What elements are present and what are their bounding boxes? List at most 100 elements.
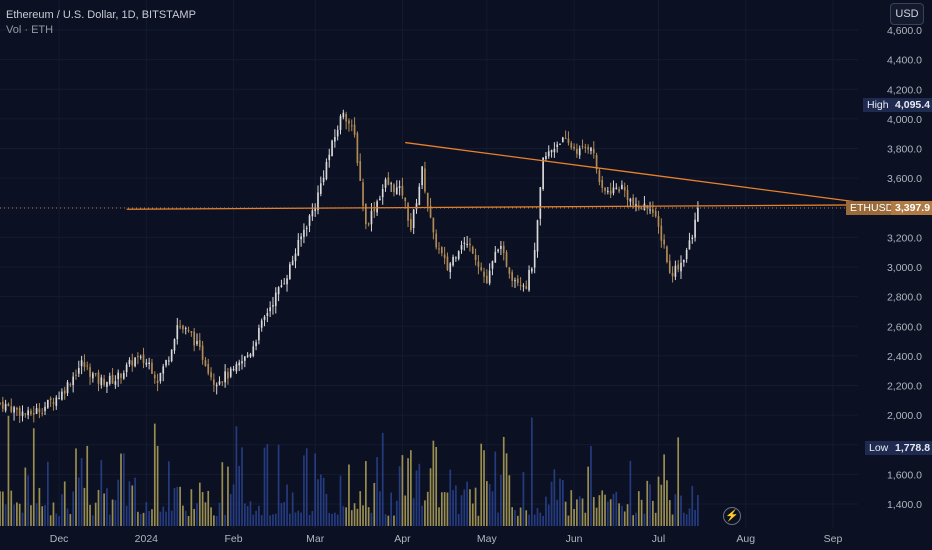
- volume-bar: [694, 509, 696, 526]
- x-tick-label: Jun: [566, 533, 583, 545]
- y-tick-label: 2,000.0: [887, 410, 922, 422]
- candle-body: [457, 251, 460, 259]
- volume-bar: [615, 491, 618, 526]
- candle-body: [215, 384, 218, 387]
- volume-bar: [190, 489, 193, 526]
- candle-body: [159, 372, 162, 382]
- volume-bar: [657, 476, 660, 526]
- volume-bar: [117, 479, 120, 526]
- x-tick-label: Sep: [824, 533, 843, 545]
- volume-bar: [325, 493, 328, 526]
- candle-body: [367, 223, 370, 225]
- candle-body: [142, 354, 145, 364]
- volume-bar: [44, 505, 46, 526]
- candle-body: [18, 407, 21, 416]
- candle-body: [328, 154, 331, 161]
- candle-body: [4, 403, 7, 411]
- candle-body: [232, 369, 235, 371]
- volume-bar: [500, 474, 502, 526]
- candle-body: [249, 354, 252, 357]
- candle-body: [531, 268, 533, 272]
- candle-body: [260, 320, 263, 328]
- volume-bar: [536, 508, 539, 526]
- y-tick-label: 4,000.0: [887, 114, 922, 126]
- candle-body: [170, 349, 173, 362]
- candle-body: [364, 203, 367, 225]
- volume-bar: [263, 447, 266, 526]
- currency-button[interactable]: USD: [890, 3, 924, 25]
- candle-body: [609, 190, 612, 195]
- candle-body: [376, 201, 378, 213]
- volume-bar: [266, 444, 269, 526]
- volume-bar: [151, 509, 153, 526]
- volume-bar: [528, 514, 530, 526]
- candle-body: [246, 355, 249, 357]
- candle-body: [393, 184, 395, 193]
- candle-body: [218, 381, 221, 385]
- candle-body: [286, 278, 288, 285]
- candle-body: [426, 192, 429, 207]
- candle-body: [94, 373, 97, 375]
- volume-bar: [463, 489, 466, 526]
- candle-body: [559, 143, 561, 145]
- volume-bar: [359, 491, 362, 526]
- candle-body: [395, 187, 398, 195]
- volume-bar: [305, 448, 308, 526]
- candle-body: [435, 233, 438, 248]
- volume-bar: [83, 487, 86, 526]
- lightning-icon[interactable]: ⚡: [723, 507, 741, 525]
- candle-body: [165, 359, 167, 366]
- volume-bar: [483, 450, 485, 526]
- volume-bar: [407, 458, 409, 526]
- candle-body: [629, 198, 632, 202]
- candle-body: [196, 340, 198, 345]
- volume-bar: [654, 512, 657, 526]
- volume-bar: [77, 477, 80, 526]
- x-axis: Dec 2024 Feb Mar Apr May Jun Jul Aug Sep: [50, 533, 843, 545]
- volume-bar: [10, 490, 13, 526]
- candle-body: [576, 148, 578, 154]
- volume-bar: [97, 489, 100, 526]
- volume-label: Vol · ETH: [6, 24, 54, 36]
- volume-bar: [252, 514, 255, 526]
- candle-body: [198, 340, 201, 347]
- candle-body: [500, 245, 502, 249]
- candle-body: [598, 170, 601, 183]
- candle-body: [162, 366, 165, 374]
- volume-bar: [449, 469, 452, 526]
- volume-bar: [86, 445, 89, 526]
- candle-body: [334, 136, 336, 142]
- candle-body: [561, 137, 564, 143]
- candle-body: [13, 407, 15, 413]
- volume-bar: [595, 507, 598, 526]
- volume-bar: [94, 502, 97, 526]
- candle-body: [362, 182, 364, 206]
- volume-bar: [0, 491, 1, 526]
- volume-bar: [587, 466, 589, 526]
- volume-bar: [410, 450, 412, 526]
- volume-bar: [539, 512, 542, 526]
- candle-body: [63, 390, 66, 394]
- candle-body: [477, 261, 480, 267]
- candle-body: [176, 325, 179, 340]
- volume-bar: [232, 484, 235, 526]
- candle-body: [30, 410, 32, 415]
- volume-bar: [649, 484, 651, 526]
- volume-bar: [609, 499, 612, 526]
- volume-bar: [576, 499, 578, 526]
- y-tick-label: 4,600.0: [887, 25, 922, 37]
- volume-bar: [471, 503, 474, 526]
- candle-body: [35, 408, 38, 414]
- candle-body: [61, 391, 63, 400]
- candle-body: [474, 254, 477, 261]
- volume-bar: [27, 475, 29, 526]
- candle-body: [168, 360, 170, 362]
- candle-body: [390, 183, 393, 185]
- volume-bar: [336, 514, 339, 526]
- candle-body: [111, 374, 114, 384]
- candle-body: [182, 325, 184, 330]
- volume-bar: [111, 499, 114, 526]
- volume-bar: [643, 513, 646, 526]
